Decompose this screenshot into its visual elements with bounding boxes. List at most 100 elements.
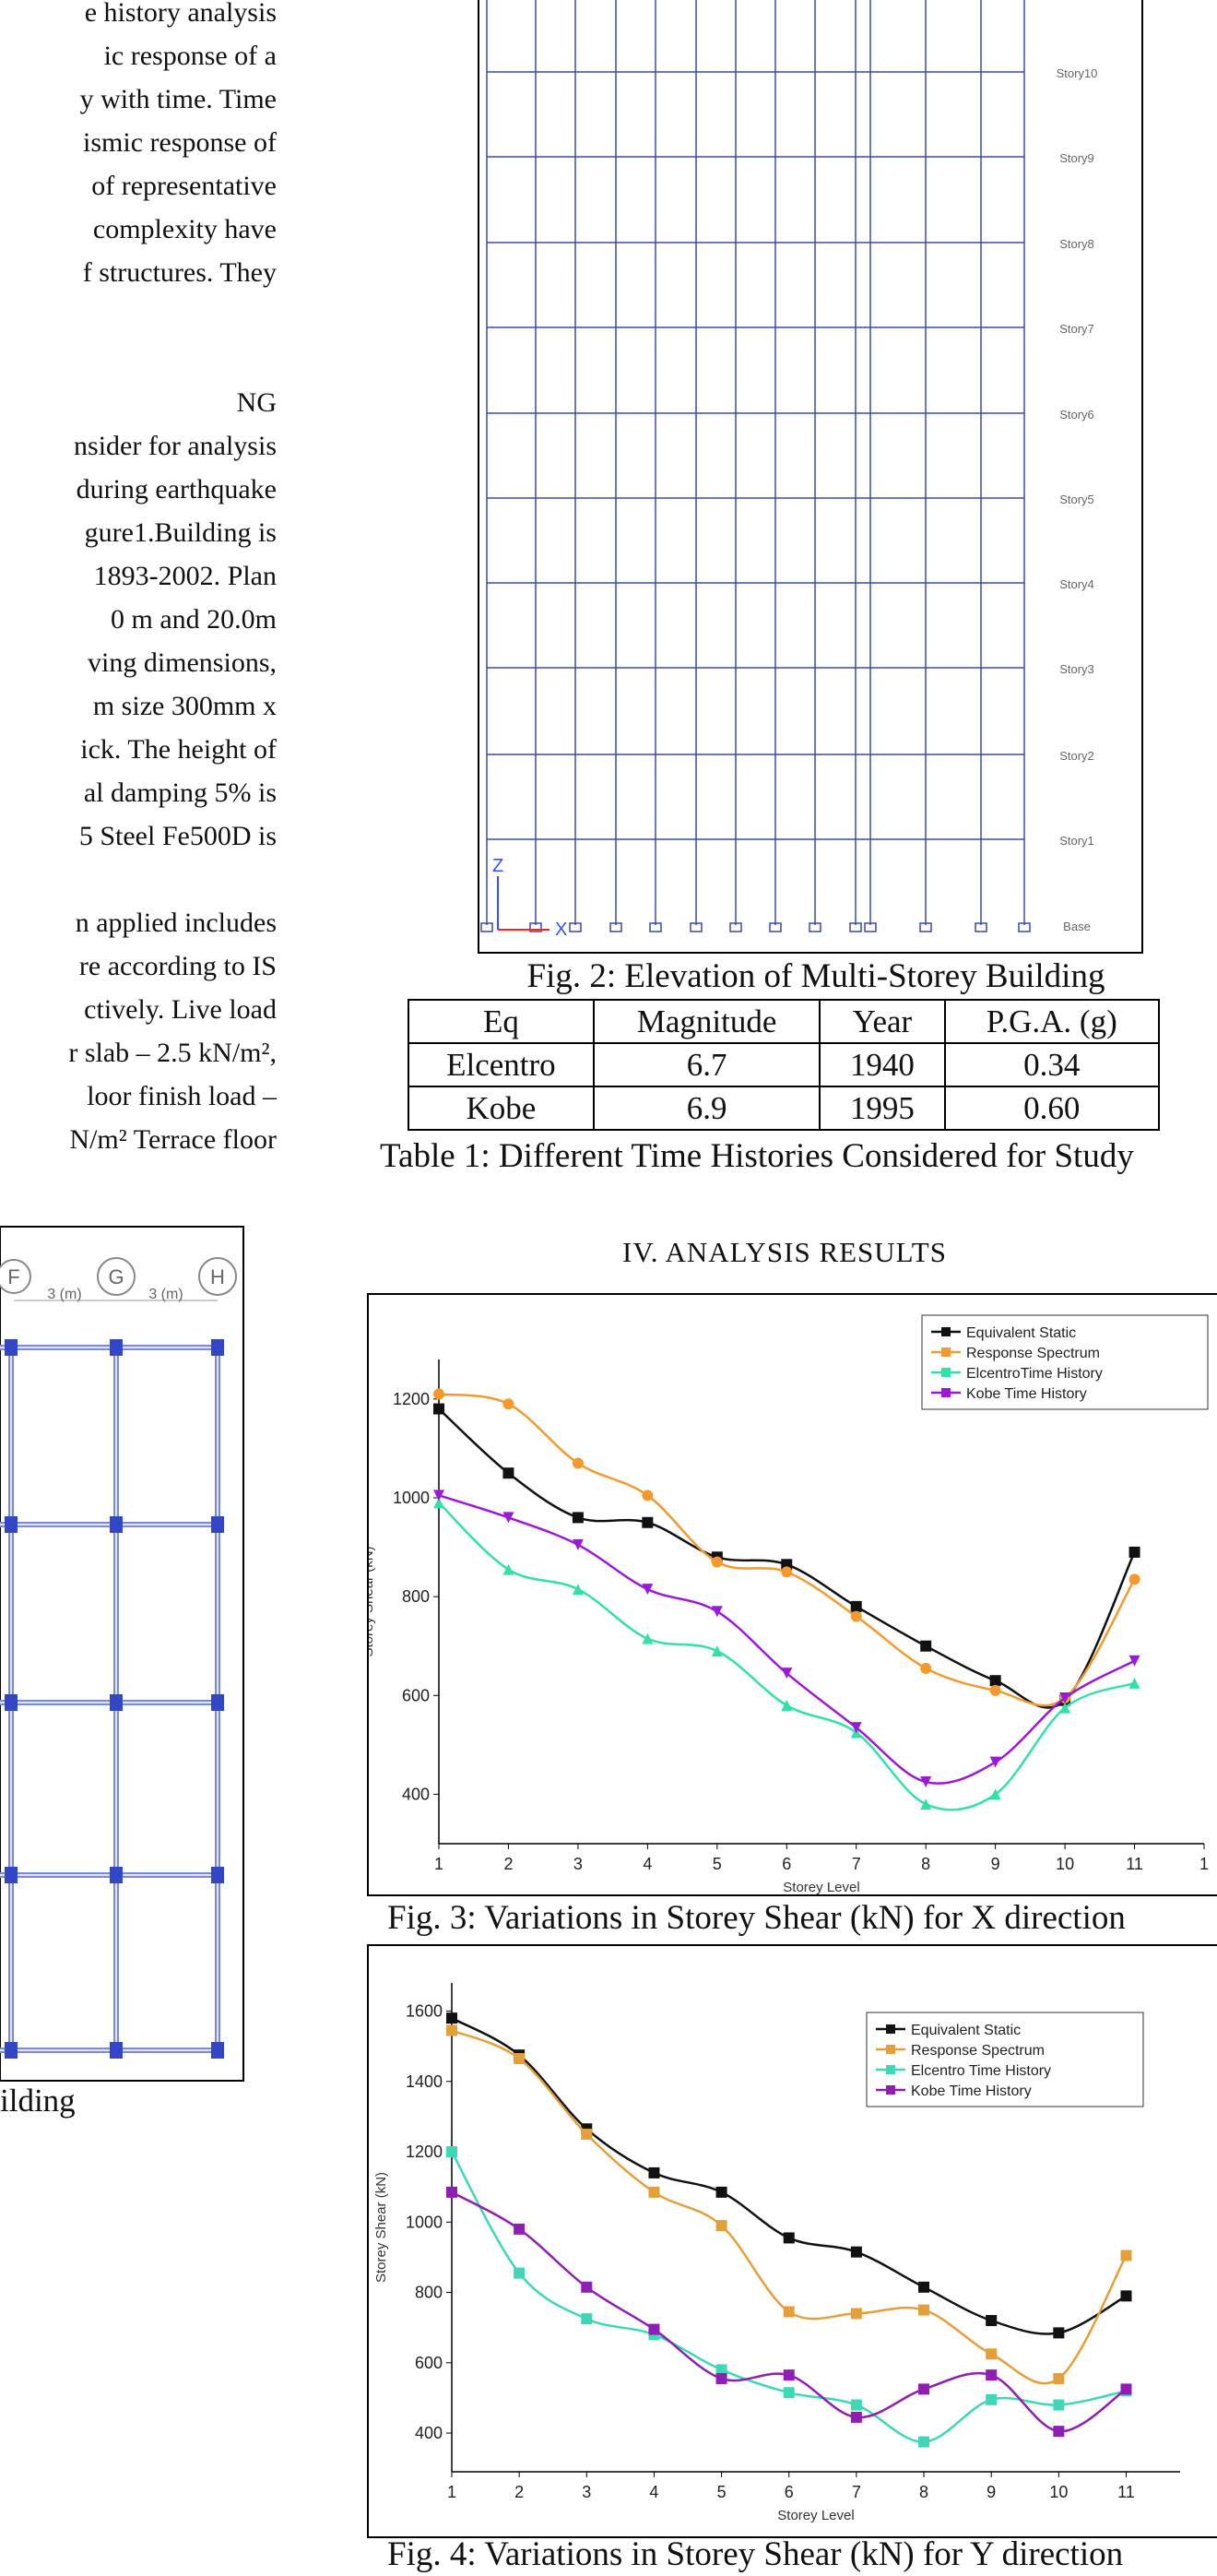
data-point [446,2012,457,2024]
text-line: ismic response of [83,127,277,158]
data-point [514,2223,526,2235]
axis-x-label: X [555,920,567,940]
x-tick-label: 6 [785,2483,794,2501]
grid-bubble-g [97,1257,136,1296]
data-point [850,2308,862,2320]
table-cell: 1940 [819,1042,946,1087]
data-point [446,2146,457,2158]
fig3-caption: Fig. 3: Variations in Storey Shear (kN) … [387,1899,1126,1937]
fig1-caption-fragment: ilding [0,2083,76,2119]
plan-column [5,1867,18,1883]
grid-label-h: H [210,1265,225,1288]
legend-entry: Equivalent Static [966,1325,1076,1341]
plan-column [110,1516,123,1533]
data-point [920,1640,932,1652]
data-point [514,2267,526,2279]
story-label: Story6 [1059,408,1094,421]
x-tick-label: 8 [919,2483,928,2501]
x-tick-label: 5 [713,1855,722,1873]
support [1018,922,1031,932]
y-tick-label: 1000 [393,1489,430,1507]
data-point [850,1722,862,1734]
data-point [850,2411,862,2423]
table-cell: 1995 [819,1086,946,1131]
legend-entry: Kobe Time History [966,1386,1087,1402]
dim-label-1: 3 (m) [47,1287,81,1302]
plan-column [110,1867,123,1883]
text-line: y with time. Time [79,84,277,114]
table-cell: 0.60 [943,1086,1161,1131]
legend-marker [941,1368,951,1377]
data-point [920,1776,932,1788]
data-point [648,2166,660,2178]
legend-marker [941,1347,951,1357]
table-row: Kobe 6.9 1995 0.60 [408,1086,1161,1131]
story-labels: Story10 Story9 Story8 Story7 Story6 Story5 Sto… [1057,66,1098,933]
plan-grid [0,1339,224,2059]
data-point [783,2387,795,2399]
y-tick-label: 600 [402,1686,430,1704]
story-label: Story3 [1059,662,1094,676]
support [809,922,821,932]
story-label: Base [1063,920,1091,933]
y-axis-label: Storey Shear (kN) [369,1546,376,1656]
story-label: Story10 [1057,66,1098,80]
plan-column [211,1867,224,1883]
data-point [502,1398,514,1410]
fig2-caption: Fig. 2: Elevation of Multi-Storey Buildi… [526,957,1105,995]
text-line: ctively. Live load [84,994,277,1025]
data-point [1128,1655,1140,1667]
table-cell: 6.9 [592,1086,821,1131]
table1-caption: Table 1: Different Time Histories Consid… [380,1137,1134,1175]
data-point [572,1512,584,1524]
y-tick-label: 800 [402,1587,430,1606]
data-point [918,2436,930,2448]
series-line [438,1407,1136,1709]
text-line: of representative [91,171,277,201]
grid-label-g: G [108,1265,124,1288]
series-line [438,1502,1135,1811]
data-point [502,1563,514,1575]
plan-column [211,1694,224,1711]
data-point [433,1388,444,1400]
legend-marker [886,2024,895,2034]
data-point [781,1700,793,1711]
legend-box [866,2012,1144,2107]
support [480,922,493,932]
data-point [920,1662,932,1674]
data-point [581,2281,593,2293]
data-point [783,2369,795,2381]
support [849,922,862,932]
y-axis-label: Storey Shear (kN) [373,2172,389,2283]
data-point [711,1645,723,1657]
data-point [446,2024,457,2036]
x-tick-label: 5 [717,2483,727,2501]
data-point [989,1684,1001,1696]
text-line: gure1.Building is [84,517,277,548]
legend-entry: Kobe Time History [911,2083,1032,2099]
x-tick-label: 1 [1199,1855,1209,1873]
data-point [1059,1692,1071,1703]
series-line [450,2151,1127,2443]
text-line: f structures. They [82,257,277,288]
text-line [0,338,277,381]
text-line: ick. The height of [80,734,277,765]
plan-column [211,2042,224,2059]
data-point [1128,1573,1140,1585]
data-point [433,1403,444,1415]
axis-triad: Z X [492,856,567,940]
legend-entry: Response Spectrum [911,2043,1045,2059]
x-tick-label: 7 [852,2483,861,2501]
support [729,922,742,932]
section-heading: IV. ANALYSIS RESULTS [622,1236,947,1268]
grid-label-f: F [7,1265,19,1288]
data-point [502,1467,514,1479]
text-line: N/m² Terrace floor [69,1124,277,1155]
support [609,922,622,932]
x-tick-label: 10 [1049,2483,1068,2501]
fig1-plan-fragment: F G H 3 (m) 3 (m) [0,1225,247,2084]
data-point [715,2186,727,2198]
x-tick-label: 7 [852,1855,861,1873]
data-point [986,2348,998,2360]
table-cell: 6.7 [592,1042,821,1087]
